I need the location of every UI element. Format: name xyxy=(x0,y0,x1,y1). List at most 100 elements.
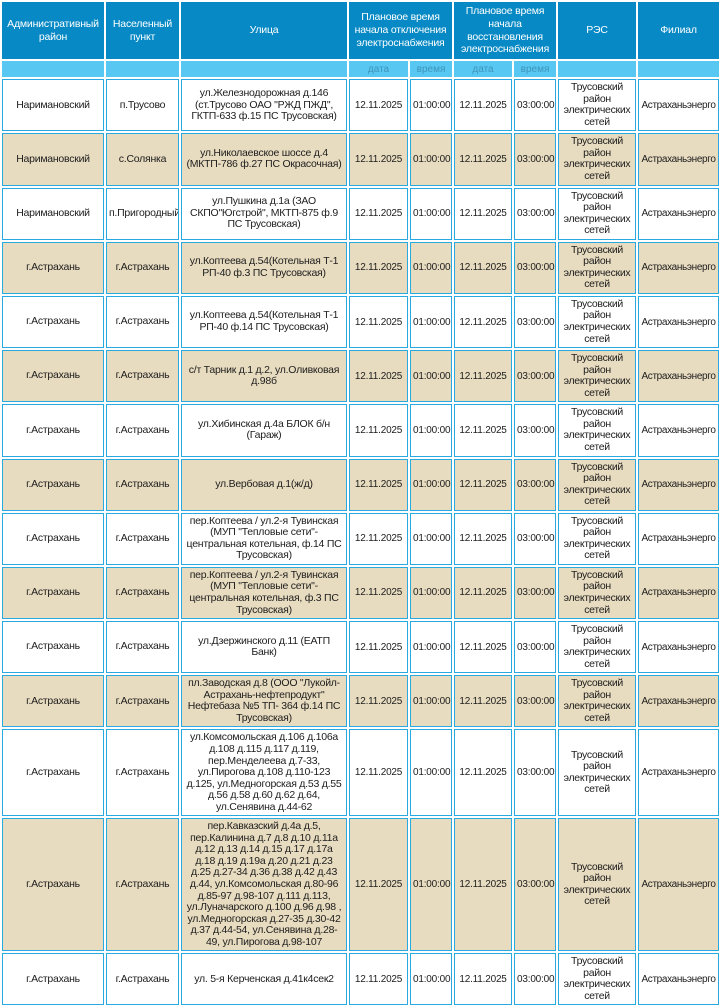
table-row: г.Астрахань г.Астрахань ул.Хибинская д.4а … xyxy=(2,404,720,457)
cell-on-date: 12.11.2025 xyxy=(454,512,513,565)
cell-off-date: 12.11.2025 xyxy=(349,818,408,952)
cell-off-time: 01:00:00 xyxy=(410,512,453,565)
cell-res: Трусовский район электрических сетей xyxy=(558,953,637,1006)
cell-off-time: 01:00:00 xyxy=(410,953,453,1006)
cell-off-time: 01:00:00 xyxy=(410,818,453,952)
cell-settlement: г.Астрахань xyxy=(106,295,179,349)
cell-branch: Астраханьэнерго xyxy=(638,241,720,294)
cell-on-time: 03:00:00 xyxy=(514,953,557,1006)
cell-settlement: г.Астрахань xyxy=(106,818,179,952)
cell-off-time: 01:00:00 xyxy=(410,79,453,132)
cell-district: Наримановский xyxy=(2,133,104,186)
cell-res: Трусовский район электрических сетей xyxy=(558,133,637,186)
col-header-settlement: Населенный пункт xyxy=(106,2,179,60)
cell-street: пл.Заводская д.8 (ООО "Лукойл-Астрахань-… xyxy=(181,675,347,728)
table-row: г.Астрахань г.Астрахань ул.Комсомольская д… xyxy=(2,729,720,817)
table-row: г.Астрахань г.Астрахань ул.Коптеева д.54(К… xyxy=(2,295,720,349)
cell-settlement: г.Астрахань xyxy=(106,241,179,294)
cell-district: г.Астрахань xyxy=(2,953,104,1006)
cell-off-date: 12.11.2025 xyxy=(349,350,408,403)
cell-on-date: 12.11.2025 xyxy=(454,621,513,674)
cell-street: пер.Коптеева / ул.2-я Тувинская (МУП "Те… xyxy=(181,512,347,565)
cell-settlement: г.Астрахань xyxy=(106,458,179,511)
cell-district: г.Астрахань xyxy=(2,818,104,952)
cell-off-time: 01:00:00 xyxy=(410,458,453,511)
cell-branch: Астраханьэнерго xyxy=(638,458,720,511)
cell-settlement: г.Астрахань xyxy=(106,621,179,674)
table-row: г.Астрахань г.Астрахань ул.Коптеева д.54(К… xyxy=(2,241,720,294)
col-header-restore-start: Плановое время начала восстановления эле… xyxy=(454,2,557,60)
cell-on-date: 12.11.2025 xyxy=(454,295,513,349)
cell-off-date: 12.11.2025 xyxy=(349,512,408,565)
cell-res: Трусовский район электрических сетей xyxy=(558,729,637,817)
cell-off-date: 12.11.2025 xyxy=(349,566,408,620)
cell-street: ул.Железнодорожная д.146 (ст.Трусово ОАО… xyxy=(181,79,347,132)
cell-district: г.Астрахань xyxy=(2,350,104,403)
cell-res: Трусовский район электрических сетей xyxy=(558,818,637,952)
subheader-on-time: время xyxy=(514,61,557,78)
cell-off-date: 12.11.2025 xyxy=(349,404,408,457)
cell-res: Трусовский район электрических сетей xyxy=(558,187,637,240)
cell-off-date: 12.11.2025 xyxy=(349,133,408,186)
cell-settlement: с.Солянка xyxy=(106,133,179,186)
cell-settlement: п.Трусово xyxy=(106,79,179,132)
cell-on-date: 12.11.2025 xyxy=(454,241,513,294)
cell-off-date: 12.11.2025 xyxy=(349,729,408,817)
cell-branch: Астраханьэнерго xyxy=(638,187,720,240)
cell-on-time: 03:00:00 xyxy=(514,187,557,240)
cell-res: Трусовский район электрических сетей xyxy=(558,675,637,728)
cell-off-date: 12.11.2025 xyxy=(349,953,408,1006)
cell-off-time: 01:00:00 xyxy=(410,187,453,240)
subheader-row: дата время дата время xyxy=(2,61,720,78)
cell-off-date: 12.11.2025 xyxy=(349,621,408,674)
cell-on-date: 12.11.2025 xyxy=(454,458,513,511)
cell-district: г.Астрахань xyxy=(2,512,104,565)
cell-off-time: 01:00:00 xyxy=(410,241,453,294)
cell-on-time: 03:00:00 xyxy=(514,133,557,186)
cell-res: Трусовский район электрических сетей xyxy=(558,295,637,349)
cell-on-time: 03:00:00 xyxy=(514,404,557,457)
cell-on-date: 12.11.2025 xyxy=(454,953,513,1006)
table-row: г.Астрахань г.Астрахань пл.Заводская д.8 (… xyxy=(2,675,720,728)
subheader-off-date: дата xyxy=(349,61,408,78)
cell-street: ул.Коптеева д.54(Котельная Т-1 РП-40 ф.1… xyxy=(181,295,347,349)
cell-branch: Астраханьэнерго xyxy=(638,953,720,1006)
table-row: г.Астрахань г.Астрахань пер.Коптеева / ул.… xyxy=(2,512,720,565)
cell-branch: Астраханьэнерго xyxy=(638,350,720,403)
cell-settlement: г.Астрахань xyxy=(106,350,179,403)
cell-district: г.Астрахань xyxy=(2,621,104,674)
cell-branch: Астраханьэнерго xyxy=(638,621,720,674)
cell-branch: Астраханьэнерго xyxy=(638,729,720,817)
cell-on-date: 12.11.2025 xyxy=(454,675,513,728)
col-header-street: Улица xyxy=(181,2,347,60)
cell-district: Наримановский xyxy=(2,187,104,240)
cell-branch: Астраханьэнерго xyxy=(638,79,720,132)
cell-off-time: 01:00:00 xyxy=(410,729,453,817)
cell-settlement: п.Пригородный xyxy=(106,187,179,240)
col-header-branch: Филиал xyxy=(638,2,720,60)
cell-settlement: г.Астрахань xyxy=(106,675,179,728)
table-row: Наримановский п.Пригородный ул.Пушкина д.1… xyxy=(2,187,720,240)
cell-branch: Астраханьэнерго xyxy=(638,512,720,565)
cell-res: Трусовский район электрических сетей xyxy=(558,350,637,403)
col-header-res: РЭС xyxy=(558,2,637,60)
cell-off-date: 12.11.2025 xyxy=(349,458,408,511)
cell-on-date: 12.11.2025 xyxy=(454,818,513,952)
cell-res: Трусовский район электрических сетей xyxy=(558,566,637,620)
table-row: г.Астрахань г.Астрахань ул.Вербовая д.1(ж/… xyxy=(2,458,720,511)
cell-on-time: 03:00:00 xyxy=(514,675,557,728)
cell-on-time: 03:00:00 xyxy=(514,350,557,403)
table-row: Наримановский с.Солянка ул.Николаевское шо… xyxy=(2,133,720,186)
cell-district: г.Астрахань xyxy=(2,241,104,294)
cell-on-time: 03:00:00 xyxy=(514,818,557,952)
cell-off-time: 01:00:00 xyxy=(410,675,453,728)
cell-branch: Астраханьэнерго xyxy=(638,566,720,620)
cell-off-date: 12.11.2025 xyxy=(349,675,408,728)
cell-on-time: 03:00:00 xyxy=(514,729,557,817)
subheader-empty-street xyxy=(181,61,347,78)
cell-street: пер.Кавказский д.4а д.5, пер.Калинина д.… xyxy=(181,818,347,952)
cell-settlement: г.Астрахань xyxy=(106,729,179,817)
table-row: г.Астрахань г.Астрахань с/т Тарник д.1 д.2… xyxy=(2,350,720,403)
subheader-on-date: дата xyxy=(454,61,513,78)
